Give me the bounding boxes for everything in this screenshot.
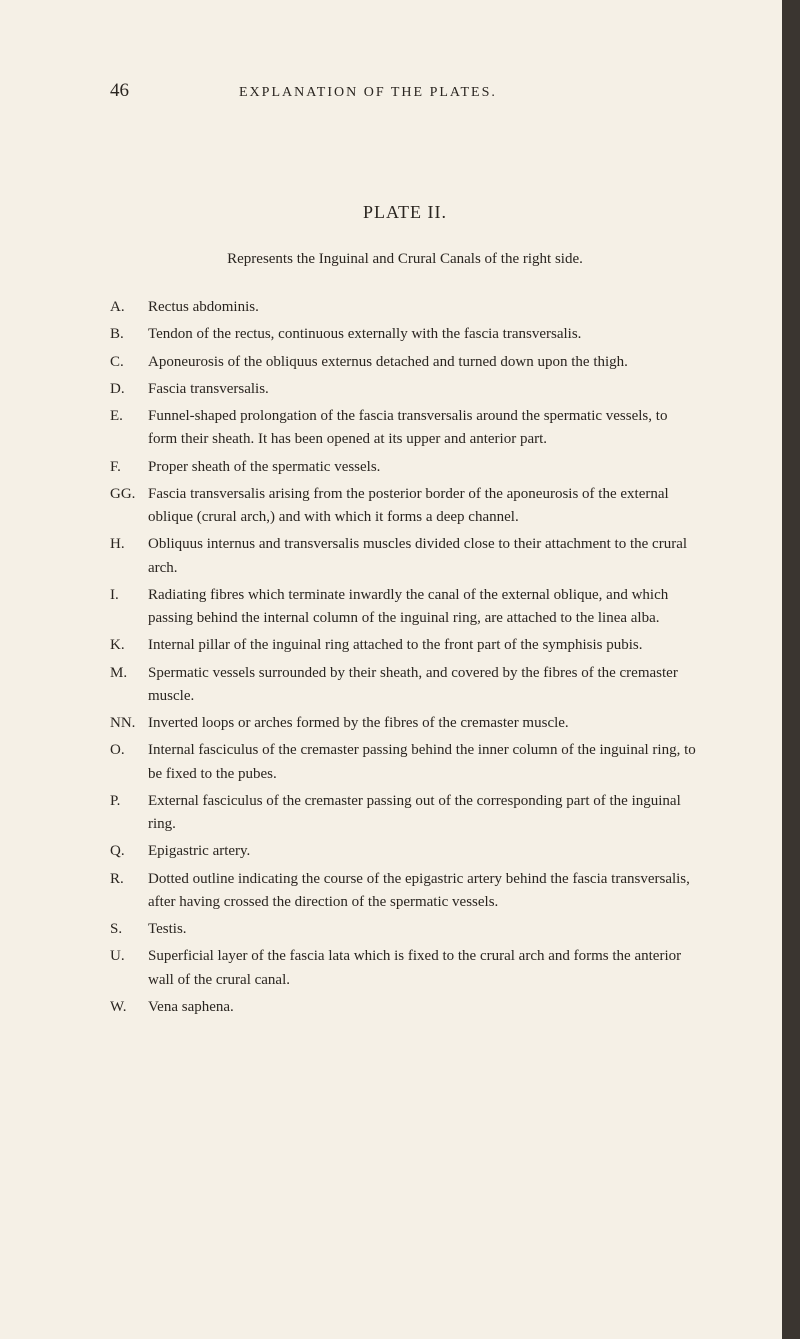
entry: I. Radiating fibres which terminate inwa… [110, 584, 700, 631]
running-title: EXPLANATION OF THE PLATES. [239, 85, 497, 101]
entry: H. Obliquus internus and transversalis m… [110, 533, 700, 580]
entry-label: E. [110, 405, 148, 452]
entry: S. Testis. [110, 918, 700, 941]
plate-title: PLATE II. [110, 202, 700, 223]
entry-text: Inverted loops or arches formed by the f… [148, 712, 700, 735]
entry: NN. Inverted loops or arches formed by t… [110, 712, 700, 735]
entry-label: A. [110, 296, 148, 319]
entry: F. Proper sheath of the spermatic vessel… [110, 456, 700, 479]
entry-text: Proper sheath of the spermatic vessels. [148, 456, 700, 479]
entry-text: Radiating fibres which terminate inwardl… [148, 584, 700, 631]
entry: P. External fasciculus of the cremaster … [110, 790, 700, 837]
entry-text: Rectus abdominis. [148, 296, 700, 319]
entry: W. Vena saphena. [110, 996, 700, 1019]
entry-text: Vena saphena. [148, 996, 700, 1019]
entry-label: O. [110, 739, 148, 786]
entry-label: H. [110, 533, 148, 580]
entry-text: Fascia transversalis. [148, 378, 700, 401]
entry-text: Funnel-shaped prolongation of the fascia… [148, 405, 700, 452]
entry-label: R. [110, 868, 148, 915]
entry: R. Dotted outline indicating the course … [110, 868, 700, 915]
entries-list: A. Rectus abdominis. B. Tendon of the re… [110, 296, 700, 1019]
page-number: 46 [110, 80, 129, 102]
entry-label: B. [110, 323, 148, 346]
entry: D. Fascia transversalis. [110, 378, 700, 401]
entry-text: Fascia transversalis arising from the po… [148, 483, 700, 530]
entry-label: M. [110, 662, 148, 709]
entry-text: Dotted outline indicating the course of … [148, 868, 700, 915]
entry-text: Epigastric artery. [148, 840, 700, 863]
entry-label: GG. [110, 483, 148, 530]
entry-label: I. [110, 584, 148, 631]
page-header: 46 EXPLANATION OF THE PLATES. [110, 80, 700, 102]
entry: U. Superficial layer of the fascia lata … [110, 945, 700, 992]
entry-text: Testis. [148, 918, 700, 941]
subtitle: Represents the Inguinal and Crural Canal… [110, 251, 700, 268]
entry: GG. Fascia transversalis arising from th… [110, 483, 700, 530]
entry-label: K. [110, 634, 148, 657]
entry-label: S. [110, 918, 148, 941]
entry-text: Internal fasciculus of the cremaster pas… [148, 739, 700, 786]
entry: C. Aponeurosis of the obliquus externus … [110, 351, 700, 374]
entry-label: U. [110, 945, 148, 992]
entry: E. Funnel-shaped prolongation of the fas… [110, 405, 700, 452]
entry-text: External fasciculus of the cremaster pas… [148, 790, 700, 837]
entry: Q. Epigastric artery. [110, 840, 700, 863]
entry-label: F. [110, 456, 148, 479]
entry-label: C. [110, 351, 148, 374]
entry-text: Internal pillar of the inguinal ring att… [148, 634, 700, 657]
entry-text: Superficial layer of the fascia lata whi… [148, 945, 700, 992]
entry-label: W. [110, 996, 148, 1019]
entry-text: Obliquus internus and transversalis musc… [148, 533, 700, 580]
entry-label: D. [110, 378, 148, 401]
entry-text: Spermatic vessels surrounded by their sh… [148, 662, 700, 709]
entry: B. Tendon of the rectus, continuous exte… [110, 323, 700, 346]
entry-text: Aponeurosis of the obliquus externus det… [148, 351, 700, 374]
entry-text: Tendon of the rectus, continuous externa… [148, 323, 700, 346]
entry-label: Q. [110, 840, 148, 863]
entry-label: NN. [110, 712, 148, 735]
entry: K. Internal pillar of the inguinal ring … [110, 634, 700, 657]
entry: O. Internal fasciculus of the cremaster … [110, 739, 700, 786]
page-edge [782, 0, 800, 1339]
entry: A. Rectus abdominis. [110, 296, 700, 319]
entry: M. Spermatic vessels surrounded by their… [110, 662, 700, 709]
entry-label: P. [110, 790, 148, 837]
